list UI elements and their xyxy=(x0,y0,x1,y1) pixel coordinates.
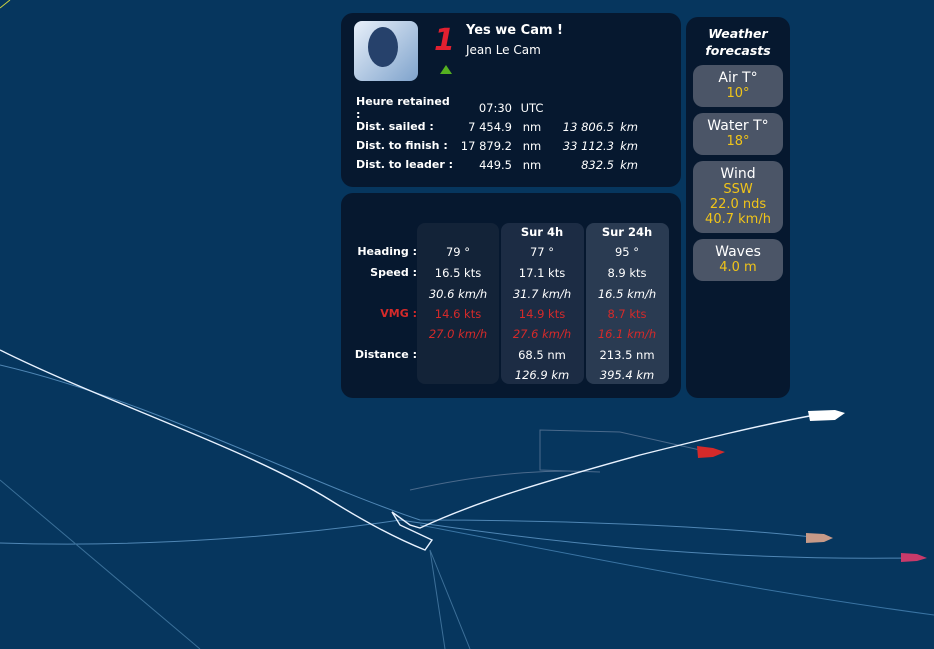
col-current xyxy=(417,223,499,384)
wind-speed-kmh: 40.7 km/h xyxy=(705,212,771,227)
vmg-kmh-value: 27.6 km/h xyxy=(512,327,572,341)
stat-row: Dist. to finish : 17 879.2 nm 33 112.3 km xyxy=(356,136,644,155)
dist-nm-value: 213.5 nm xyxy=(599,348,655,362)
stat-row: Dist. sailed : 7 454.9 nm 13 806.5 km xyxy=(356,117,644,136)
skipper-panel: 1 Yes we Cam ! Jean Le Cam Heure retaine… xyxy=(341,13,681,187)
stat-value-km: 832.5 xyxy=(581,157,614,172)
stat-unit-km: km xyxy=(620,157,638,172)
stat-unit-km: km xyxy=(620,138,638,153)
wind-label: Wind xyxy=(720,166,756,182)
heading-label: Heading : xyxy=(357,245,417,258)
stat-unit: nm xyxy=(522,157,542,172)
track-competitor xyxy=(0,479,201,649)
boat-icon xyxy=(901,553,927,562)
wind-direction: SSW xyxy=(723,182,753,197)
weather-title: Weather xyxy=(708,26,768,41)
vmg-kts-value: 14.9 kts xyxy=(518,307,566,321)
vmg-kts-value: 8.7 kts xyxy=(607,307,647,321)
boat-icon xyxy=(697,446,725,458)
speed-kmh-value: 31.7 km/h xyxy=(512,287,572,301)
weather-title: forecasts xyxy=(705,43,771,58)
stat-unit: nm xyxy=(522,138,542,153)
speed-kts-value: 16.5 kts xyxy=(434,266,482,280)
boat-icon xyxy=(806,533,833,543)
stat-value: 449.5 xyxy=(479,157,512,172)
wind-speed-nds: 22.0 nds xyxy=(709,197,767,212)
waves-value: 4.0 m xyxy=(719,260,757,275)
stat-value: 07:30 xyxy=(478,100,512,115)
speed-kts-value: 8.9 kts xyxy=(607,266,647,280)
distance-label: Distance : xyxy=(354,348,417,361)
boat-name: Yes we Cam ! xyxy=(466,23,563,38)
dist-km-value: 395.4 km xyxy=(599,368,655,382)
speed-kmh-value: 30.6 km/h xyxy=(428,287,488,301)
speed-kmh-value: 16.5 km/h xyxy=(597,287,657,301)
col-4h xyxy=(501,223,584,384)
vmg-label: VMG : xyxy=(380,307,417,320)
stat-label: Heure retained : xyxy=(356,94,450,121)
air-temp-label: Air T° xyxy=(718,70,758,86)
track-competitor xyxy=(419,524,934,616)
track-competitor xyxy=(0,519,909,559)
skipper-name: Jean Le Cam xyxy=(466,43,541,57)
air-temp-value: 10° xyxy=(726,86,750,101)
speed-label: Speed : xyxy=(370,266,417,279)
stat-value-km: 33 112.3 xyxy=(562,138,614,153)
column-header: Sur 24h xyxy=(601,225,653,239)
track-competitor xyxy=(0,364,813,538)
rank: 1 xyxy=(434,23,455,58)
stat-value-km: 13 806.5 xyxy=(562,119,614,134)
stat-row: Dist. to leader : 449.5 nm 832.5 km xyxy=(356,155,644,174)
stat-label: Dist. to finish : xyxy=(356,139,448,152)
track-competitor xyxy=(429,549,471,649)
boat-leader-icon xyxy=(808,410,845,421)
water-temp-value: 18° xyxy=(726,134,750,149)
trend-up-icon xyxy=(440,65,452,74)
water-temp-card: Water T° 18° xyxy=(693,113,783,155)
heading-value: 77 ° xyxy=(529,245,555,259)
stat-label: Dist. to leader : xyxy=(356,158,454,171)
performance-panel: Heading : Speed : VMG : Distance : Sur 4… xyxy=(341,193,681,398)
vmg-kmh-value: 16.1 km/h xyxy=(597,327,657,341)
stat-row: Heure retained : 07:30 UTC xyxy=(356,95,644,121)
waves-card: Waves 4.0 m xyxy=(693,239,783,281)
heading-value: 95 ° xyxy=(614,245,640,259)
dist-km-value: 126.9 km xyxy=(514,368,570,382)
vmg-kts-value: 14.6 kts xyxy=(434,307,482,321)
stat-value: 17 879.2 xyxy=(460,138,512,153)
col-24h xyxy=(586,223,669,384)
stat-value: 7 454.9 xyxy=(468,119,512,134)
column-header: Sur 4h xyxy=(520,225,564,239)
stat-label: Dist. sailed : xyxy=(356,120,434,133)
track-competitor xyxy=(409,429,701,491)
dist-nm-value: 68.5 nm xyxy=(518,348,566,362)
air-temp-card: Air T° 10° xyxy=(693,65,783,107)
stat-unit: nm xyxy=(522,119,542,134)
water-temp-label: Water T° xyxy=(707,118,769,134)
track-leader xyxy=(0,349,816,551)
speed-kts-value: 17.1 kts xyxy=(518,266,566,280)
heading-value: 79 ° xyxy=(445,245,471,259)
skipper-avatar xyxy=(354,21,418,81)
stat-unit: UTC xyxy=(520,100,544,115)
track-yellow xyxy=(0,0,11,9)
stat-unit-km: km xyxy=(620,119,638,134)
waves-label: Waves xyxy=(715,244,761,260)
vmg-kmh-value: 27.0 km/h xyxy=(428,327,488,341)
wind-card: Wind SSW 22.0 nds 40.7 km/h xyxy=(693,161,783,233)
weather-panel: Weather forecasts Air T° 10° Water T° 18° W… xyxy=(686,17,790,398)
